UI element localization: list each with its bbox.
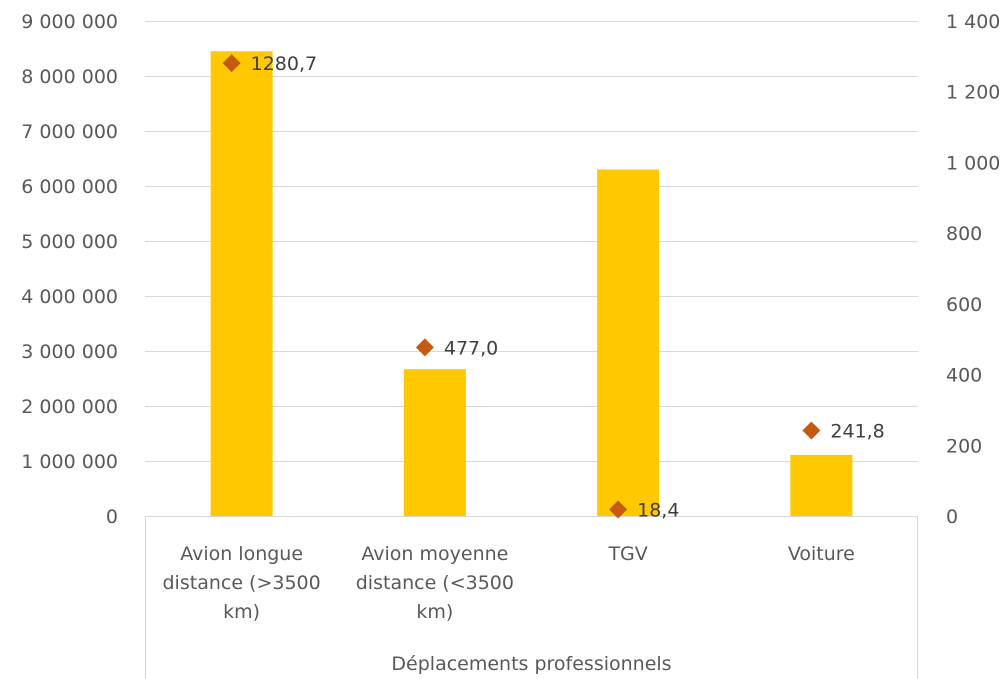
data-point-marker	[609, 500, 628, 519]
bar	[210, 51, 273, 516]
category-label: Voiture	[788, 543, 855, 565]
marker-series: 1280,7 477,0 18,4 241,8	[222, 53, 885, 521]
category-label: Avion moyenne distance (<3500 km)	[356, 543, 514, 623]
left-tick-label: 6 000 000	[21, 176, 118, 198]
left-tick-label: 3 000 000	[21, 341, 118, 363]
bar	[597, 169, 660, 516]
left-tick-label: 9 000 000	[21, 11, 118, 33]
right-tick-label: 1 000	[946, 152, 1000, 174]
category-label: Avion longue distance (>3500 km)	[163, 543, 321, 623]
left-y-axis: 0 1 000 000 2 000 000 3 000 000 4 000 000 5 0…	[21, 11, 118, 528]
left-tick-label: 1 000 000	[21, 451, 118, 473]
data-label: 241,8	[830, 421, 884, 443]
right-y-axis: 0 200 400 600 800 1 000 1 200 1 400	[946, 11, 1000, 528]
right-tick-label: 400	[946, 365, 982, 387]
data-point-marker	[222, 54, 241, 73]
left-tick-label: 0	[106, 506, 118, 528]
category-labels: Avion longue distance (>3500 km) Avion moye…	[163, 543, 855, 623]
right-tick-label: 600	[946, 294, 982, 316]
data-label: 1280,7	[251, 53, 317, 75]
left-tick-label: 5 000 000	[21, 231, 118, 253]
category-axis-frame	[145, 516, 918, 679]
left-tick-label: 7 000 000	[21, 121, 118, 143]
data-point-marker	[415, 338, 434, 357]
left-tick-label: 8 000 000	[21, 66, 118, 88]
data-point-marker	[802, 421, 821, 440]
bar	[403, 369, 466, 516]
gridlines	[145, 21, 918, 462]
right-tick-label: 200	[946, 435, 982, 457]
left-tick-label: 4 000 000	[21, 286, 118, 308]
data-label: 477,0	[444, 337, 498, 359]
bar-series	[210, 51, 853, 516]
category-label: TGV	[607, 543, 647, 565]
right-tick-label: 0	[946, 506, 958, 528]
category-group-label: Déplacements professionnels	[391, 653, 671, 675]
right-tick-label: 1 400	[946, 11, 1000, 33]
right-tick-label: 1 200	[946, 82, 1000, 104]
bar	[790, 454, 853, 516]
left-tick-label: 2 000 000	[21, 396, 118, 418]
data-label: 18,4	[637, 499, 679, 521]
right-tick-label: 800	[946, 223, 982, 245]
